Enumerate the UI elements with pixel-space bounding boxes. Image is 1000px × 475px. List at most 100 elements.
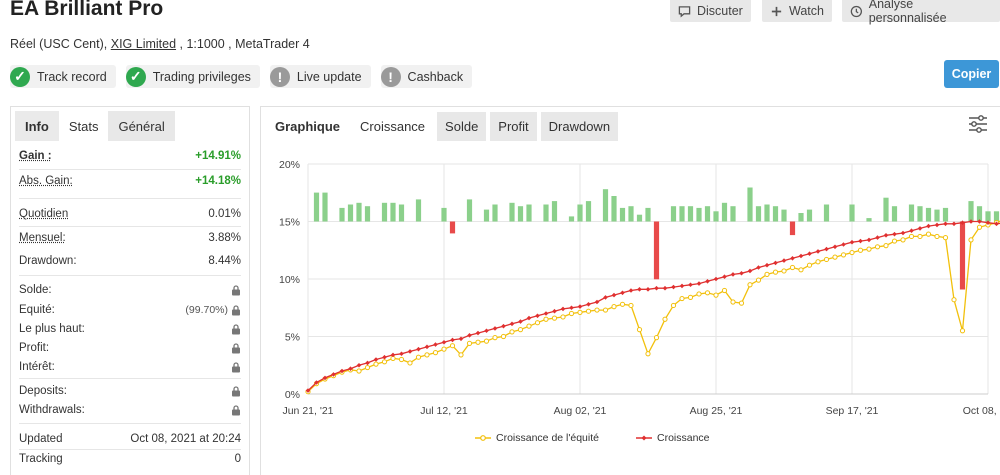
- legend-equity[interactable]: Croissance de l'équité: [475, 432, 599, 444]
- tab-stats[interactable]: Stats: [58, 111, 109, 141]
- equity-growth-point: [653, 335, 660, 341]
- growth-point: [900, 230, 906, 236]
- y-tick-label: 15%: [279, 217, 300, 229]
- equity-growth-point: [951, 297, 957, 303]
- equity-growth-point: [959, 328, 966, 334]
- equity-growth-point: [526, 323, 532, 329]
- daily-bar: [415, 199, 422, 222]
- growth-point: [994, 221, 999, 227]
- growth-point: [535, 313, 540, 319]
- equity-growth-point: [628, 302, 634, 309]
- stat-updated: Updated Oct 08, 2021 at 20:24: [19, 430, 241, 448]
- stat-value: Oct 08, 2021 at 20:24: [130, 433, 241, 445]
- stat-label: Equité:: [19, 304, 55, 316]
- badge-track-record[interactable]: ✓ Track record: [10, 65, 116, 88]
- equity-growth-point: [883, 243, 889, 249]
- daily-bar: [696, 207, 702, 222]
- stat-label[interactable]: Quotidien: [19, 208, 69, 220]
- equity-growth-point: [568, 310, 575, 317]
- growth-point: [433, 342, 438, 347]
- check-icon: ✓: [125, 66, 146, 87]
- legend-growth[interactable]: Croissance: [636, 432, 710, 444]
- tab-growth[interactable]: Croissance: [352, 112, 434, 141]
- lock-icon: [232, 385, 240, 396]
- growth-point: [577, 304, 583, 309]
- tab-profit[interactable]: Profit: [490, 112, 537, 141]
- daily-bar: [509, 202, 515, 222]
- y-tick-label: 20%: [279, 159, 300, 171]
- equity-growth-point: [840, 252, 847, 258]
- equity-growth-point: [849, 249, 855, 256]
- stat-highest: Le plus haut:: [19, 320, 241, 338]
- y-tick-label: 0%: [285, 389, 300, 401]
- copy-button[interactable]: Copier: [944, 60, 999, 88]
- daily-bar: [568, 216, 575, 222]
- daily-bar: [628, 206, 634, 222]
- clock-icon: [850, 5, 863, 17]
- growth-point: [620, 290, 625, 296]
- stat-label: Solde:: [19, 284, 52, 296]
- equity-growth-point: [415, 354, 422, 360]
- discuss-button[interactable]: Discuter: [670, 0, 751, 22]
- daily-bar: [381, 202, 388, 222]
- tab-drawdown[interactable]: Drawdown: [540, 112, 619, 141]
- growth-point: [892, 231, 897, 237]
- custom-analysis-button[interactable]: Analyse personnalisée: [842, 0, 1000, 25]
- stat-label[interactable]: Gain :: [19, 150, 52, 162]
- growth-point: [543, 311, 549, 316]
- growth-point: [501, 323, 506, 329]
- daily-bar: [645, 207, 651, 222]
- growth-point: [926, 223, 931, 229]
- equity-growth-point: [866, 246, 872, 252]
- badge-trading-privileges[interactable]: ✓ Trading privileges: [125, 65, 260, 88]
- equity-growth-point: [577, 309, 583, 315]
- stat-label: Le plus haut:: [19, 323, 85, 335]
- growth-point: [492, 326, 498, 331]
- settings-sliders-icon[interactable]: [967, 114, 989, 134]
- growth-point: [611, 292, 617, 298]
- growth-point: [815, 249, 821, 254]
- growth-point: [645, 287, 651, 292]
- stat-label[interactable]: Abs. Gain:: [19, 175, 73, 187]
- tab-general[interactable]: Général: [108, 111, 175, 141]
- stat-equity: Equité: (99.70%): [19, 301, 241, 319]
- growth-point: [390, 352, 396, 358]
- growth-point: [509, 321, 515, 327]
- divider: [19, 449, 241, 450]
- daily-bar: [636, 214, 643, 222]
- growth-point: [560, 306, 566, 312]
- equity-growth-point: [772, 269, 779, 275]
- growth-point: [909, 228, 914, 233]
- stat-value: +14.91%: [195, 150, 241, 162]
- chat-icon: [678, 5, 691, 18]
- equity-growth-point: [594, 307, 600, 313]
- equity-growth-point: [891, 238, 898, 244]
- growth-point: [628, 288, 634, 293]
- broker-link[interactable]: XIG Limited: [110, 37, 177, 51]
- lock-icon: [232, 304, 240, 315]
- equity-growth-point: [466, 340, 473, 346]
- equity-growth-point: [730, 299, 736, 305]
- growth-point: [339, 368, 345, 374]
- tab-info[interactable]: Info: [15, 111, 59, 141]
- daily-bar: [492, 204, 498, 222]
- legend-label: Croissance de l'équité: [496, 432, 599, 444]
- daily-bar: [356, 202, 362, 222]
- growth-point: [705, 279, 710, 284]
- badge-label: Cashback: [407, 69, 464, 84]
- badge-label: Live update: [296, 69, 362, 84]
- badge-cashback[interactable]: ! Cashback: [380, 65, 473, 88]
- daily-bar: [755, 206, 762, 222]
- stat-drawdown: Drawdown: 8.44%: [19, 252, 241, 270]
- watch-button[interactable]: Watch: [762, 0, 832, 22]
- stat-label[interactable]: Mensuel:: [19, 232, 66, 244]
- growth-point: [458, 336, 464, 342]
- stat-label: Deposits:: [19, 385, 67, 397]
- chart-lines: [305, 219, 1000, 395]
- badge-live-update[interactable]: ! Live update: [269, 65, 371, 88]
- tab-balance[interactable]: Solde: [437, 112, 487, 141]
- daily-bar: [925, 207, 932, 222]
- growth-point: [807, 251, 812, 256]
- growth-point: [849, 239, 855, 245]
- tab-chart[interactable]: Graphique: [267, 112, 349, 141]
